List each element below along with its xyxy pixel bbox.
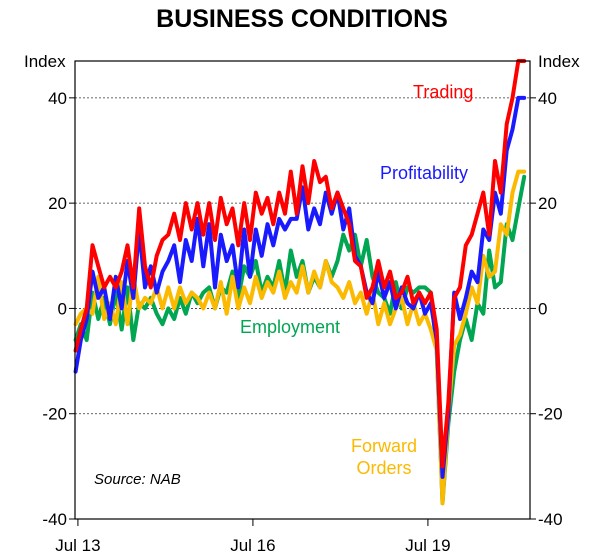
chart-title: BUSINESS CONDITIONS xyxy=(156,5,448,33)
left-tick-label: 0 xyxy=(58,299,67,318)
right-tick-label: -40 xyxy=(538,510,563,529)
left-tick-label: -20 xyxy=(42,405,67,424)
x-tick-label: Jul 16 xyxy=(230,536,275,555)
series-lines xyxy=(73,59,527,506)
trading-line xyxy=(73,59,527,469)
forward-orders-label-line1: Forward xyxy=(351,436,417,456)
employment-label: Employment xyxy=(240,317,340,337)
right-y-axis: -40 -20 0 20 40 xyxy=(530,89,563,529)
left-y-axis: -40 -20 0 20 40 xyxy=(42,89,75,529)
forward-orders-line xyxy=(73,169,527,506)
right-tick-label: 40 xyxy=(538,89,557,108)
left-tick-label: 40 xyxy=(48,89,67,108)
right-tick-label: 20 xyxy=(538,194,557,213)
x-axis: Jul 13 Jul 16 Jul 19 xyxy=(55,519,451,555)
right-tick-label: -20 xyxy=(538,405,563,424)
plot-frame xyxy=(74,60,531,520)
source-note: Source: NAB xyxy=(94,471,181,488)
left-axis-unit: Index xyxy=(24,52,66,71)
trading-label: Trading xyxy=(413,82,473,102)
profitability-label: Profitability xyxy=(380,163,468,183)
left-tick-label: -40 xyxy=(42,510,67,529)
left-tick-label: 20 xyxy=(48,194,67,213)
right-axis-unit: Index xyxy=(538,52,580,71)
forward-orders-label-line2: Orders xyxy=(356,458,411,478)
x-tick-label: Jul 19 xyxy=(405,536,450,555)
profitability-line xyxy=(73,95,527,479)
x-tick-label: Jul 13 xyxy=(55,536,100,555)
right-tick-label: 0 xyxy=(538,299,547,318)
